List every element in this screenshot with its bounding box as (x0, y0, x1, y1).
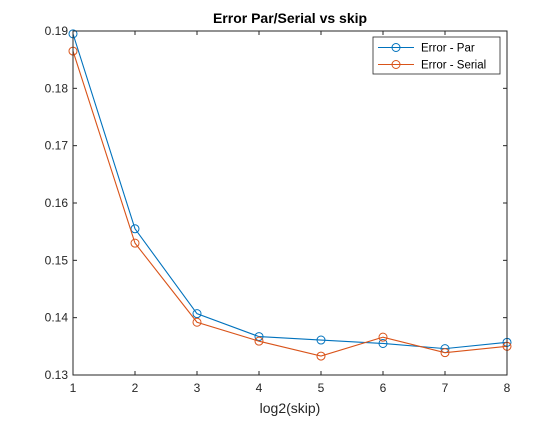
series-layer (68, 29, 512, 361)
y-tick-label: 0.18 (45, 81, 69, 95)
data-point-1 (192, 317, 202, 327)
y-tick-label: 0.15 (45, 253, 69, 267)
legend-entry-par: Error - Par (378, 43, 475, 55)
data-point-0 (254, 332, 264, 342)
x-tick-label: 5 (318, 381, 325, 395)
y-tick-label: 0.17 (45, 139, 69, 153)
data-point-0 (130, 224, 140, 234)
data-point-0 (378, 338, 388, 348)
x-tick-label: 6 (380, 381, 387, 395)
data-point-0 (192, 309, 202, 319)
y-tick-label: 0.19 (45, 24, 69, 38)
data-point-1 (254, 336, 264, 346)
series-line-0 (72, 33, 508, 350)
axes-box (72, 30, 508, 376)
legend: Error - Par Error - Serial (372, 36, 501, 75)
x-tick-label: 1 (70, 381, 77, 395)
data-point-1 (130, 238, 140, 248)
chart-title: Error Par/Serial vs skip (213, 10, 367, 26)
plot-area (73, 31, 507, 375)
data-point-1 (316, 351, 326, 361)
y-ticks: 0.13 0.14 0.15 0.16 0.17 0.18 0.19 (45, 24, 507, 382)
x-tick-label: 3 (194, 381, 201, 395)
x-tick-label: 8 (504, 381, 511, 395)
y-tick-label: 0.14 (45, 311, 69, 325)
data-point-1 (440, 348, 450, 358)
y-tick-label: 0.13 (45, 368, 69, 382)
series-line-1 (72, 50, 508, 357)
legend-label-serial: Error - Serial (421, 60, 486, 72)
x-ticks: 1 2 3 4 5 6 7 8 (70, 31, 511, 395)
legend-label-par: Error - Par (421, 43, 475, 55)
x-tick-label: 7 (442, 381, 449, 395)
legend-marker-par (391, 43, 401, 52)
x-tick-label: 4 (256, 381, 263, 395)
x-tick-label: 2 (132, 381, 139, 395)
data-point-1 (378, 332, 388, 342)
legend-entry-serial: Error - Serial (378, 60, 486, 72)
x-axis-label: log2(skip) (260, 400, 321, 416)
data-point-0 (316, 335, 326, 345)
legend-marker-serial (391, 60, 401, 69)
y-tick-label: 0.16 (45, 196, 69, 210)
